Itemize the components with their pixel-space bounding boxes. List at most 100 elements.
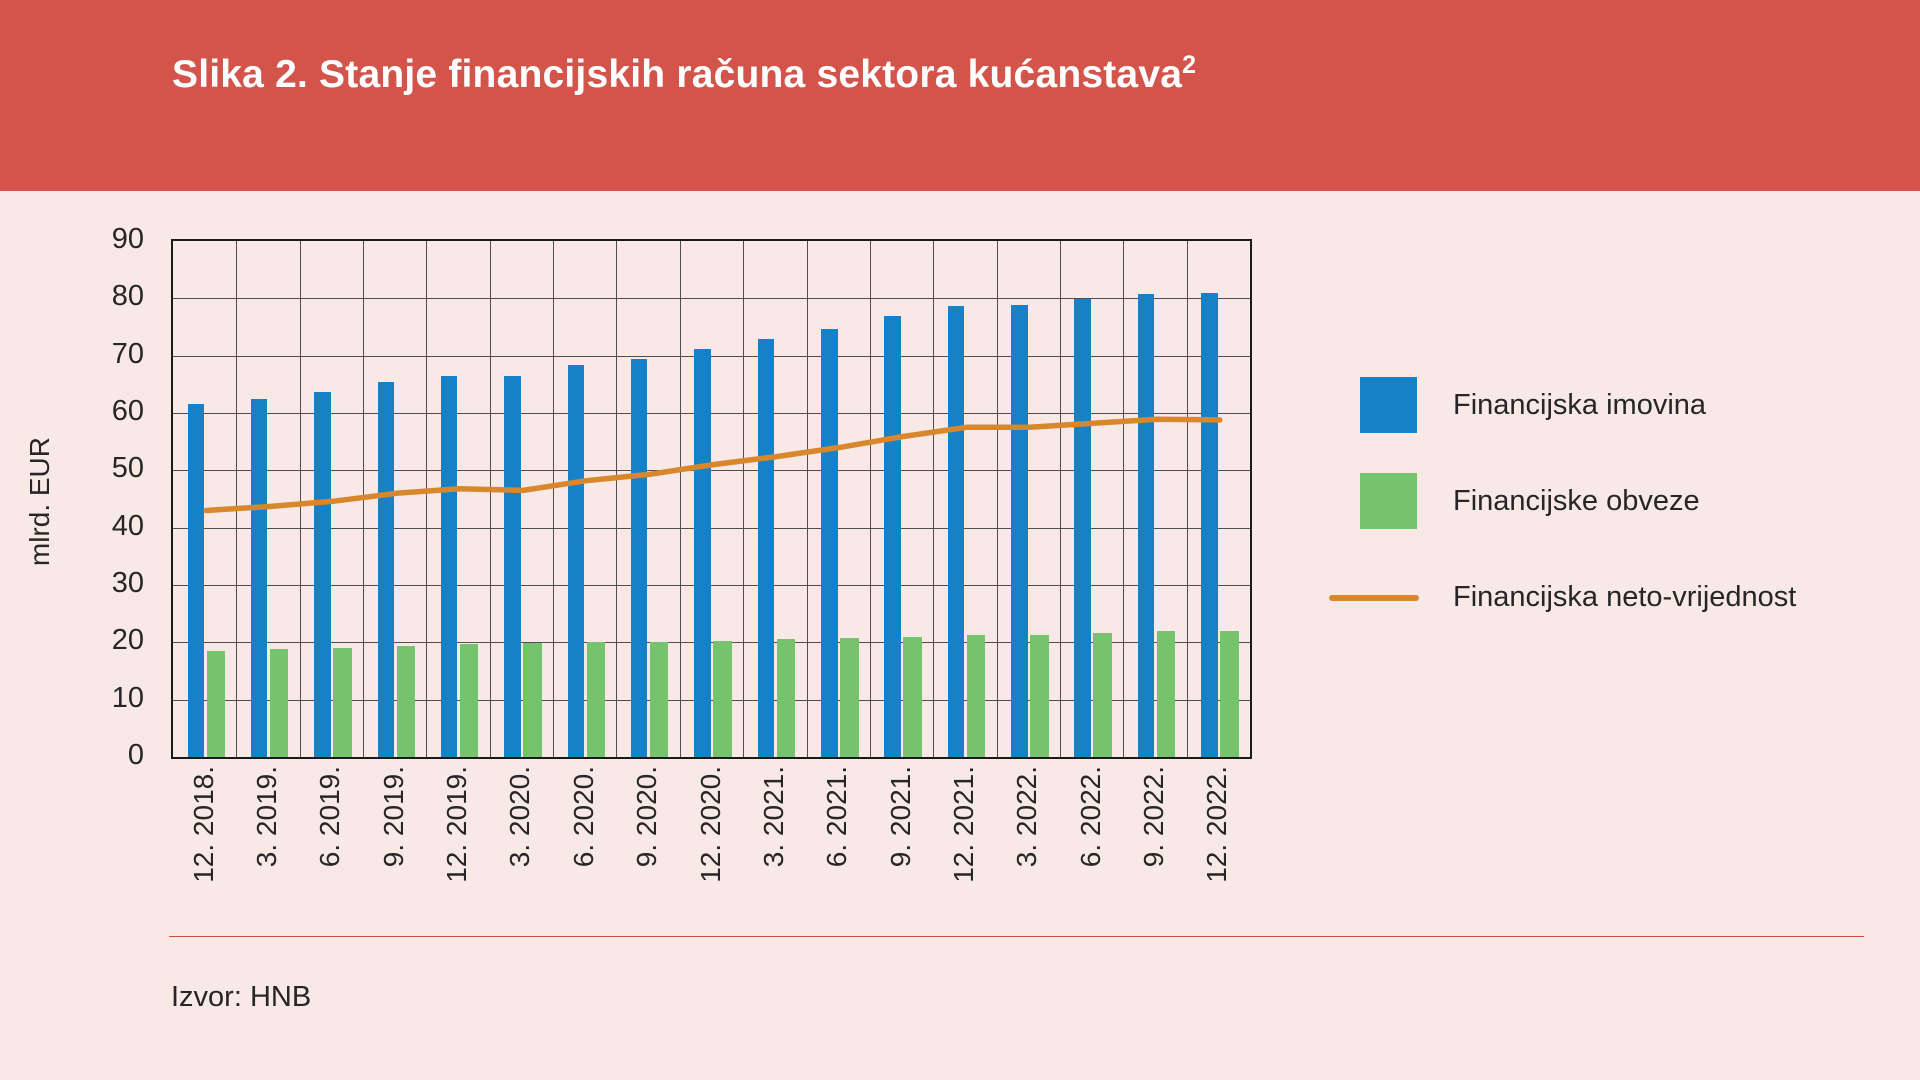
vertical-gridline [806,241,808,757]
horizontal-gridline [173,585,1250,586]
bar-obveze [523,642,542,757]
horizontal-gridline [173,355,1250,357]
vertical-gridline [679,241,681,757]
y-tick-label: 80 [111,280,144,313]
bar-obveze [396,645,416,757]
bar-obveze [1220,630,1239,757]
bar-obveze [459,644,479,757]
x-tick-label: 12. 2019. [441,766,473,883]
vertical-gridline [616,241,618,757]
bar-obveze [1030,634,1049,757]
x-tick-label: 9. 2021. [884,766,916,868]
x-tick-label: 9. 2019. [377,766,409,868]
net-worth-line [203,416,1223,514]
x-tick-label: 12. 2020. [694,766,726,883]
source-note: Izvor: HNB [171,981,312,1013]
vertical-gridline [426,241,428,757]
bar-imovina [314,391,331,757]
bar-obveze [903,636,922,757]
bar-obveze [269,649,289,757]
y-tick-label: 50 [111,452,144,485]
bar-obveze [840,638,859,757]
bar-imovina [187,404,204,757]
x-tick-label: 12. 2018. [187,766,219,883]
y-tick-label: 90 [111,223,144,255]
divider-line [169,936,1864,937]
y-axis-title: mlrd. EUR [24,437,55,567]
legend-swatch-neto-line [1329,595,1419,601]
bar-obveze [206,650,225,757]
horizontal-gridline [173,470,1250,472]
vertical-gridline [489,241,491,757]
bar-imovina [250,398,268,757]
bar-imovina [757,339,775,757]
vertical-gridline [996,241,998,757]
figure-title-text: Slika 2. Stanje financijskih računa sekt… [172,53,1183,96]
bar-imovina [630,359,648,757]
bar-imovina [1074,298,1091,757]
x-tick-label: 9. 2020. [631,766,663,868]
horizontal-gridline [173,413,1250,414]
vertical-gridline [869,241,871,757]
legend-swatch-obveze [1360,473,1417,529]
x-tick-label: 3. 2021. [757,766,789,868]
bar-obveze [966,635,986,757]
horizontal-gridline [173,298,1250,300]
y-tick-label: 10 [111,681,144,714]
y-tick-label: 40 [111,509,144,542]
x-tick-label: 6. 2019. [314,766,346,868]
bar-obveze [1156,631,1176,757]
x-tick-label: 6. 2022. [1074,766,1106,868]
x-tick-label: 3. 2019. [251,766,283,868]
bar-obveze [1093,632,1112,757]
vertical-gridline [1123,241,1125,757]
vertical-gridline [299,241,301,757]
bar-obveze [333,647,352,757]
vertical-gridline [743,241,745,757]
bar-imovina [821,328,838,757]
x-tick-label: 3. 2020. [504,766,536,868]
vertical-gridline [933,241,935,757]
x-tick-label: 3. 2022. [1011,766,1043,868]
x-tick-label: 12. 2021. [947,766,979,883]
bar-obveze [776,639,796,757]
title-footnote-marker: 2 [1182,51,1197,79]
bar-imovina [694,348,711,757]
legend-swatch-imovina [1360,377,1417,433]
horizontal-gridline [173,642,1250,644]
bar-obveze [649,641,669,757]
x-tick-label: 6. 2020. [567,766,599,868]
y-tick-label: 20 [111,624,144,657]
bar-imovina [884,316,901,757]
vertical-gridline [236,241,238,757]
bar-imovina [947,305,965,757]
bar-obveze [713,641,732,757]
bar-imovina [440,375,458,757]
x-tick-label: 9. 2022. [1137,766,1169,868]
figure-title: Slika 2. Stanje financijskih računa sekt… [172,52,1196,98]
bar-imovina [504,376,521,757]
bar-imovina [1011,305,1028,757]
bar-imovina [1137,293,1155,757]
vertical-gridline [1059,241,1061,757]
x-tick-label: 12. 2022. [1201,766,1233,883]
horizontal-gridline [173,527,1250,529]
y-tick-label: 30 [111,567,144,599]
legend-label-imovina: Financijska imovina [1453,389,1707,421]
bar-imovina [377,382,395,757]
y-tick-label: 0 [127,739,144,771]
header-band: Slika 2. Stanje financijskih računa sekt… [0,0,1920,191]
horizontal-gridline [173,699,1250,701]
legend-label-neto: Financijska neto-vrijednost [1453,581,1797,613]
bar-imovina [567,365,585,757]
legend-label-obveze: Financijske obveze [1453,485,1700,517]
vertical-gridline [1186,241,1188,757]
net-worth-line-layer [203,416,1223,514]
y-tick-label: 70 [111,337,144,370]
x-tick-label: 6. 2021. [821,766,853,868]
vertical-gridline [553,241,555,757]
y-tick-label: 60 [111,395,144,427]
plot-area [171,239,1252,759]
bar-imovina [1201,293,1218,757]
bar-obveze [586,641,606,757]
